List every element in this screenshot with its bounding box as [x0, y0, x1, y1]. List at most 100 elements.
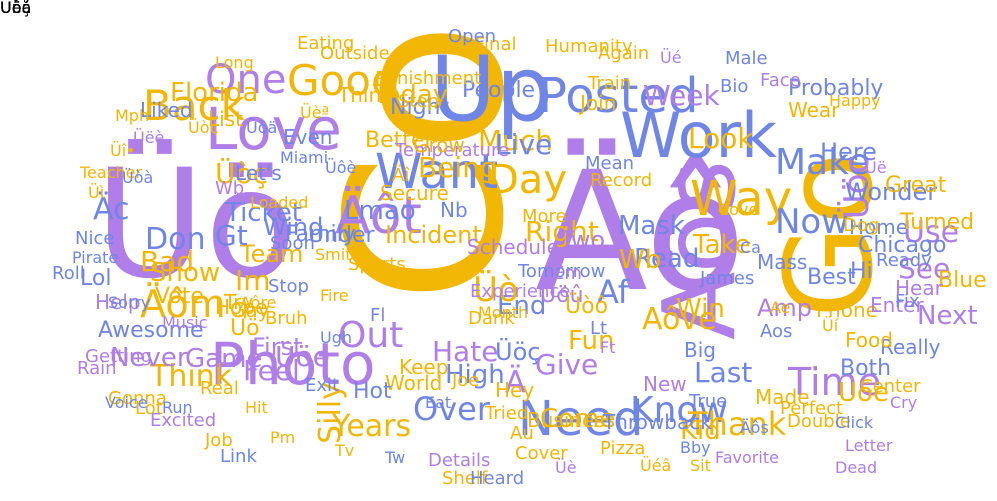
word: Üöç	[495, 338, 541, 366]
word: Double	[787, 411, 851, 432]
word: Heard	[470, 468, 525, 489]
word: Happy	[829, 91, 881, 110]
word: Posted	[538, 68, 699, 124]
word: Äôm	[140, 282, 226, 326]
word: Au	[510, 423, 534, 444]
word: Try	[224, 290, 254, 314]
word: Gay	[230, 298, 270, 322]
word: Run	[162, 398, 193, 417]
word: Excited	[150, 410, 217, 431]
word: Turned	[900, 210, 975, 235]
word: Ready	[876, 250, 932, 271]
word: Hope	[215, 295, 268, 319]
word: Roll	[52, 263, 85, 284]
word: Nice	[75, 228, 115, 249]
word: Üö	[95, 138, 297, 312]
word: Shelf	[442, 468, 488, 489]
word: Hey	[495, 378, 535, 402]
word: Gt	[215, 219, 248, 252]
word: Liked	[140, 98, 193, 122]
word: Tv	[335, 441, 355, 460]
word: Sit	[690, 456, 711, 475]
word: Üòç	[215, 157, 269, 190]
word: Open	[448, 26, 497, 47]
word: Great	[885, 173, 947, 198]
word: Aôre	[240, 293, 277, 312]
word: Kid	[680, 416, 721, 446]
word: Face	[760, 70, 801, 91]
word: Bby	[680, 438, 711, 457]
word: Secure	[380, 181, 449, 205]
word: Perfect	[780, 398, 844, 419]
word: True	[689, 391, 728, 412]
word: Job	[205, 430, 233, 451]
word: Again	[598, 43, 650, 64]
word: Final	[475, 34, 517, 55]
word: First	[252, 333, 303, 361]
word: Ae	[770, 298, 791, 317]
word: Pirate	[72, 248, 119, 267]
word: World	[385, 371, 443, 395]
word: Lot	[135, 398, 163, 419]
word: Üéâ	[640, 456, 672, 475]
word: Need	[518, 391, 644, 447]
word: Right	[525, 215, 599, 248]
word: Tried	[485, 403, 529, 424]
word: Hit	[245, 398, 268, 417]
word: Way	[690, 171, 793, 227]
word: Experience	[470, 281, 571, 302]
word: Punishment	[375, 68, 482, 89]
word: Af	[597, 273, 630, 311]
word: Gonna	[108, 388, 167, 409]
word: Now	[775, 202, 850, 242]
word: Dead	[835, 458, 878, 477]
word: Keep	[399, 355, 449, 379]
word: Come	[540, 404, 616, 434]
word: Train	[588, 73, 632, 94]
word: Love	[205, 95, 342, 163]
word: Thank	[688, 405, 787, 443]
word: Years	[332, 409, 412, 444]
word: Throwback	[603, 410, 712, 434]
word: Rain	[77, 358, 117, 379]
word: Üòà	[122, 168, 154, 187]
word: Work	[620, 99, 777, 172]
word: Really	[880, 335, 941, 359]
word: Tomorrow	[518, 261, 606, 282]
word: Details	[428, 450, 491, 471]
word: Stop	[268, 276, 309, 297]
word: Blue	[938, 268, 987, 293]
word: Ä	[505, 365, 526, 400]
word: High	[445, 360, 505, 390]
word: Give	[535, 348, 599, 381]
word: More	[522, 206, 567, 227]
word: Incident	[385, 221, 482, 249]
word: Vote	[155, 284, 204, 309]
word: Pizza	[600, 438, 646, 459]
word: Good	[287, 56, 398, 105]
word: List	[208, 107, 243, 131]
word: Miami	[280, 148, 329, 167]
word: Record	[590, 170, 653, 191]
word: Here	[820, 138, 877, 166]
word: Smith	[315, 245, 362, 264]
word: Month	[478, 303, 529, 322]
word: Center	[860, 376, 921, 397]
word: Team	[240, 240, 304, 268]
word: Read	[634, 244, 700, 274]
word: Teacher	[80, 163, 143, 182]
word: Under	[308, 223, 375, 248]
word: Today	[373, 80, 449, 110]
word: Game	[185, 344, 263, 374]
word: Letter	[845, 436, 893, 455]
word: Äî	[392, 165, 410, 186]
word: Outside	[320, 43, 390, 64]
word: Schedule	[467, 235, 559, 259]
word: Wb	[619, 245, 662, 275]
word: Live	[495, 128, 553, 161]
word: Two	[560, 226, 605, 254]
word: Ür	[0, 0, 19, 17]
word: Üöe	[275, 340, 330, 373]
word: Ft	[600, 338, 616, 357]
